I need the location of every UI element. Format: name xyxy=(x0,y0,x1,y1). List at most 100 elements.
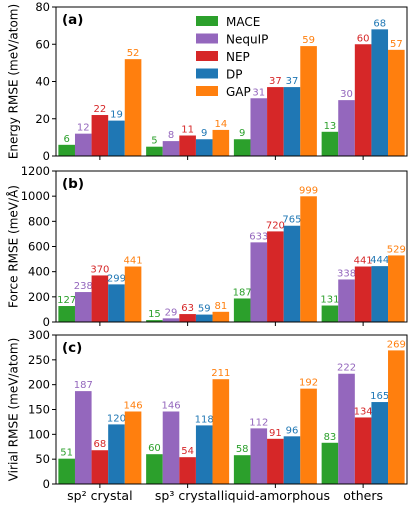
panel-tag: (c) xyxy=(62,340,82,356)
bar-nep-4 xyxy=(354,266,372,322)
bar-nequip-4 xyxy=(338,100,355,157)
bar-mace-3 xyxy=(233,455,251,484)
data-label: 146 xyxy=(124,400,143,411)
data-label: 37 xyxy=(286,76,299,87)
legend-swatch-gap xyxy=(196,86,218,96)
y-tick-label: 100 xyxy=(28,427,50,441)
data-label: 134 xyxy=(354,406,373,417)
legend-label: DP xyxy=(226,68,242,82)
bar-gap-1 xyxy=(124,59,142,156)
legend-label: NEP xyxy=(226,50,250,64)
bar-nequip-4 xyxy=(338,373,355,484)
data-label: 68 xyxy=(373,18,386,29)
data-label: 633 xyxy=(249,231,268,242)
data-label: 83 xyxy=(324,432,337,443)
data-label: 8 xyxy=(168,130,174,141)
data-label: 57 xyxy=(390,39,403,50)
y-tick-label: 0 xyxy=(43,477,50,491)
bar-gap-3 xyxy=(300,196,317,322)
data-label: 14 xyxy=(214,119,227,130)
data-label: 165 xyxy=(370,391,389,402)
data-label: 11 xyxy=(181,125,194,136)
data-label: 299 xyxy=(107,273,126,284)
y-axis-label: Force RMSE (meV/Å) xyxy=(6,185,21,308)
bar-nep-2 xyxy=(179,457,196,484)
y-axis-label: Energy RMSE (meV/atom) xyxy=(7,4,21,159)
data-label: 112 xyxy=(249,417,268,428)
bar-nequip-1 xyxy=(74,292,92,322)
legend-swatch-nequip xyxy=(196,33,218,44)
y-tick-label: 150 xyxy=(28,403,50,417)
bar-gap-3 xyxy=(300,388,317,484)
data-label: 22 xyxy=(94,104,107,115)
bar-dp-2 xyxy=(195,425,213,484)
bar-nep-3 xyxy=(267,438,284,484)
data-label: 127 xyxy=(57,295,76,306)
data-label: 96 xyxy=(286,425,299,436)
data-label: 131 xyxy=(320,295,339,306)
y-tick-label: 50 xyxy=(35,452,50,466)
bar-nep-3 xyxy=(267,231,284,322)
data-label: 59 xyxy=(198,304,211,315)
data-label: 238 xyxy=(74,281,93,292)
data-label: 63 xyxy=(181,303,194,314)
bar-nequip-1 xyxy=(74,391,92,484)
bar-dp-1 xyxy=(108,120,125,156)
bar-mace-2 xyxy=(146,320,163,322)
bar-mace-4 xyxy=(321,442,339,484)
bar-nequip-2 xyxy=(162,318,180,322)
x-tick-labels: sp² crystal sp³ crystal liquid-amorphous ot… xyxy=(67,488,383,503)
data-label: 13 xyxy=(324,121,337,132)
bar-dp-1 xyxy=(108,424,125,484)
panel-3: 51 60 58 83 187 146 112 222 68 54 91 134 120 118 96 165… xyxy=(7,328,408,491)
data-label: 211 xyxy=(211,368,230,379)
panel-tag: (b) xyxy=(62,176,84,192)
data-label: 68 xyxy=(94,439,107,450)
data-label: 999 xyxy=(299,185,318,196)
bar-nep-2 xyxy=(179,135,196,156)
bar-gap-2 xyxy=(212,379,230,484)
bar-nequip-3 xyxy=(250,242,268,322)
legend-label: MACE xyxy=(226,15,260,29)
bar-mace-1 xyxy=(58,144,75,156)
data-label: 9 xyxy=(239,128,245,139)
bar-nequip-3 xyxy=(250,98,268,156)
bar-dp-2 xyxy=(195,314,213,322)
data-label: 146 xyxy=(161,400,180,411)
data-label: 370 xyxy=(90,264,109,275)
data-label: 12 xyxy=(77,123,90,134)
bar-gap-2 xyxy=(212,311,230,322)
data-label: 187 xyxy=(74,380,93,391)
y-tick-label: 250 xyxy=(28,353,50,367)
bar-nep-1 xyxy=(91,115,109,156)
legend-swatch-mace xyxy=(196,16,218,26)
bar-nep-1 xyxy=(91,450,109,484)
data-label: 37 xyxy=(269,76,282,87)
bar-gap-4 xyxy=(388,255,405,322)
y-tick-label: 80 xyxy=(35,0,50,14)
y-tick-label: 400 xyxy=(28,265,50,279)
x-tick-label: sp² crystal xyxy=(67,488,132,503)
data-label: 9 xyxy=(201,128,207,139)
data-label: 52 xyxy=(127,48,140,59)
bar-gap-1 xyxy=(124,266,142,322)
data-label: 29 xyxy=(165,307,178,318)
data-label: 60 xyxy=(357,33,370,44)
y-tick-label: 0 xyxy=(43,149,50,163)
data-label: 15 xyxy=(148,309,161,320)
bar-gap-3 xyxy=(300,46,317,156)
bar-gap-4 xyxy=(388,350,405,484)
data-label: 31 xyxy=(252,87,265,98)
bar-nep-4 xyxy=(354,44,372,156)
bar-dp-4 xyxy=(371,402,389,484)
bar-dp-4 xyxy=(371,29,389,157)
bar-dp-2 xyxy=(195,139,213,156)
bar-nep-4 xyxy=(354,417,372,484)
legend-swatch-nep xyxy=(196,51,218,61)
bar-mace-3 xyxy=(233,139,251,156)
bar-mace-1 xyxy=(58,458,75,484)
bar-nep-1 xyxy=(91,275,109,322)
bar-nequip-1 xyxy=(74,133,92,156)
legend-swatch-dp xyxy=(196,68,218,79)
